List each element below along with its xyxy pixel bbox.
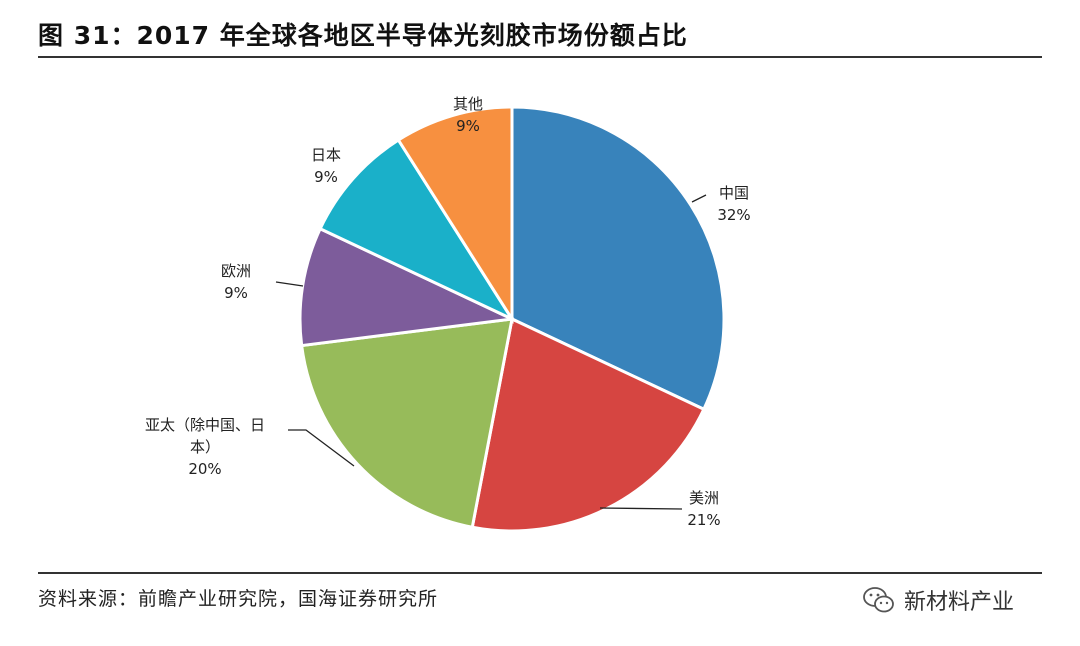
watermark-text: 新材料产业 [904, 590, 1015, 615]
chart-title: 图 31：2017 年全球各地区半导体光刻胶市场份额占比 [38, 21, 688, 50]
slice-category-label: 中国 [719, 184, 749, 202]
slice-value-label: 32% [717, 206, 750, 224]
slice-category-label: 美洲 [689, 489, 719, 507]
wechat-icon [863, 587, 894, 613]
slice-value-label: 9% [224, 284, 248, 302]
slice-value-label: 20% [188, 460, 221, 478]
top-divider [38, 56, 1042, 58]
slice-category-label: 本） [190, 438, 220, 456]
slice-value-label: 9% [314, 168, 338, 186]
pie-slice [396, 105, 514, 325]
leader-line [288, 429, 355, 467]
pie-slice [299, 317, 514, 530]
pie-slice [318, 137, 517, 323]
slice-category-label: 欧洲 [221, 262, 251, 280]
source-note: 资料来源：前瞻产业研究院，国海证券研究所 [38, 588, 439, 610]
pie-slice [510, 105, 726, 412]
watermark: 新材料产业 [862, 584, 1014, 616]
slice-category-label: 亚太（除中国、日 [145, 416, 265, 434]
slice-category-label: 其他 [453, 95, 483, 113]
bottom-divider [38, 572, 1042, 574]
pie-chart: 中国 32% 美洲 21% 亚太（除中国、日本） 20% 欧洲 9% 日本 9% 其他 9% [145, 95, 751, 533]
leader-line [691, 194, 707, 203]
slice-category-label: 日本 [311, 146, 341, 164]
leader-line [275, 281, 304, 287]
slice-value-label: 9% [456, 117, 480, 135]
slice-value-label: 21% [687, 511, 720, 529]
leader-line [599, 507, 683, 510]
